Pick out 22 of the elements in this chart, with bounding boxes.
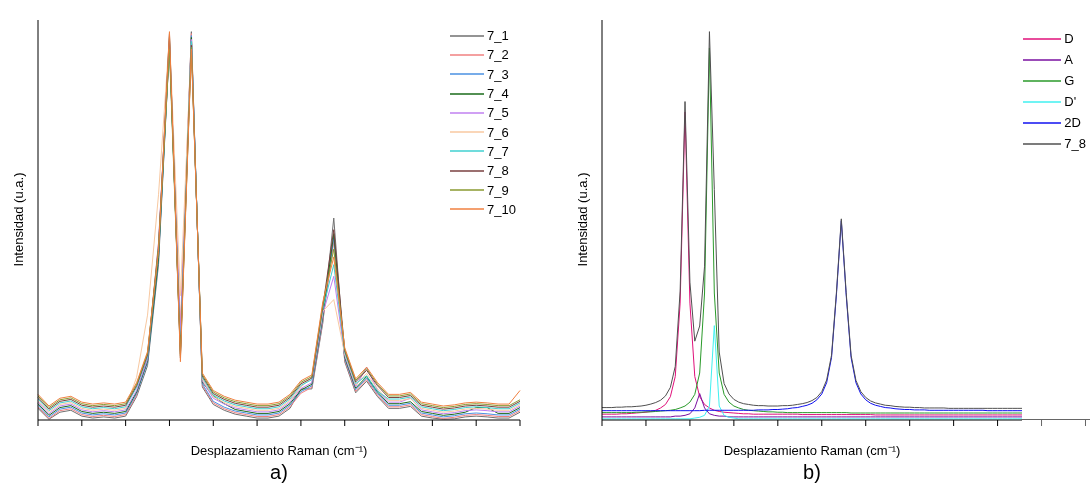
legend-label: 7_8: [1064, 136, 1086, 151]
legend-label: G: [1064, 73, 1075, 88]
text: b): [802, 461, 822, 484]
legend-label: 7_5: [487, 105, 509, 121]
legend-label: 7_3: [487, 66, 509, 82]
legend-label: D: [1064, 31, 1074, 46]
text: a): [269, 461, 289, 484]
legend-label: 7_9: [487, 182, 509, 198]
x-axis-title: Desplazamiento Raman (cm⁻¹): [189, 442, 369, 459]
legend-label: 7_1: [487, 28, 509, 44]
legend-label: 7_6: [487, 124, 509, 140]
legend-label: 7_8: [487, 163, 509, 179]
y-axis-title: Intensidad (u.a.): [574, 171, 590, 269]
y-axis-title: Intensidad (u.a.): [10, 171, 26, 269]
legend-label: 7_10: [487, 201, 516, 217]
legend-label: 7_4: [487, 86, 509, 102]
x-axis-title: Desplazamiento Raman (cm⁻¹): [722, 442, 902, 459]
legend-label: 7_7: [487, 143, 509, 159]
legend-label: A: [1064, 52, 1073, 67]
legend-label: 2D: [1064, 115, 1081, 130]
legend-label: 7_2: [487, 47, 509, 63]
legend-label: D': [1064, 94, 1077, 109]
